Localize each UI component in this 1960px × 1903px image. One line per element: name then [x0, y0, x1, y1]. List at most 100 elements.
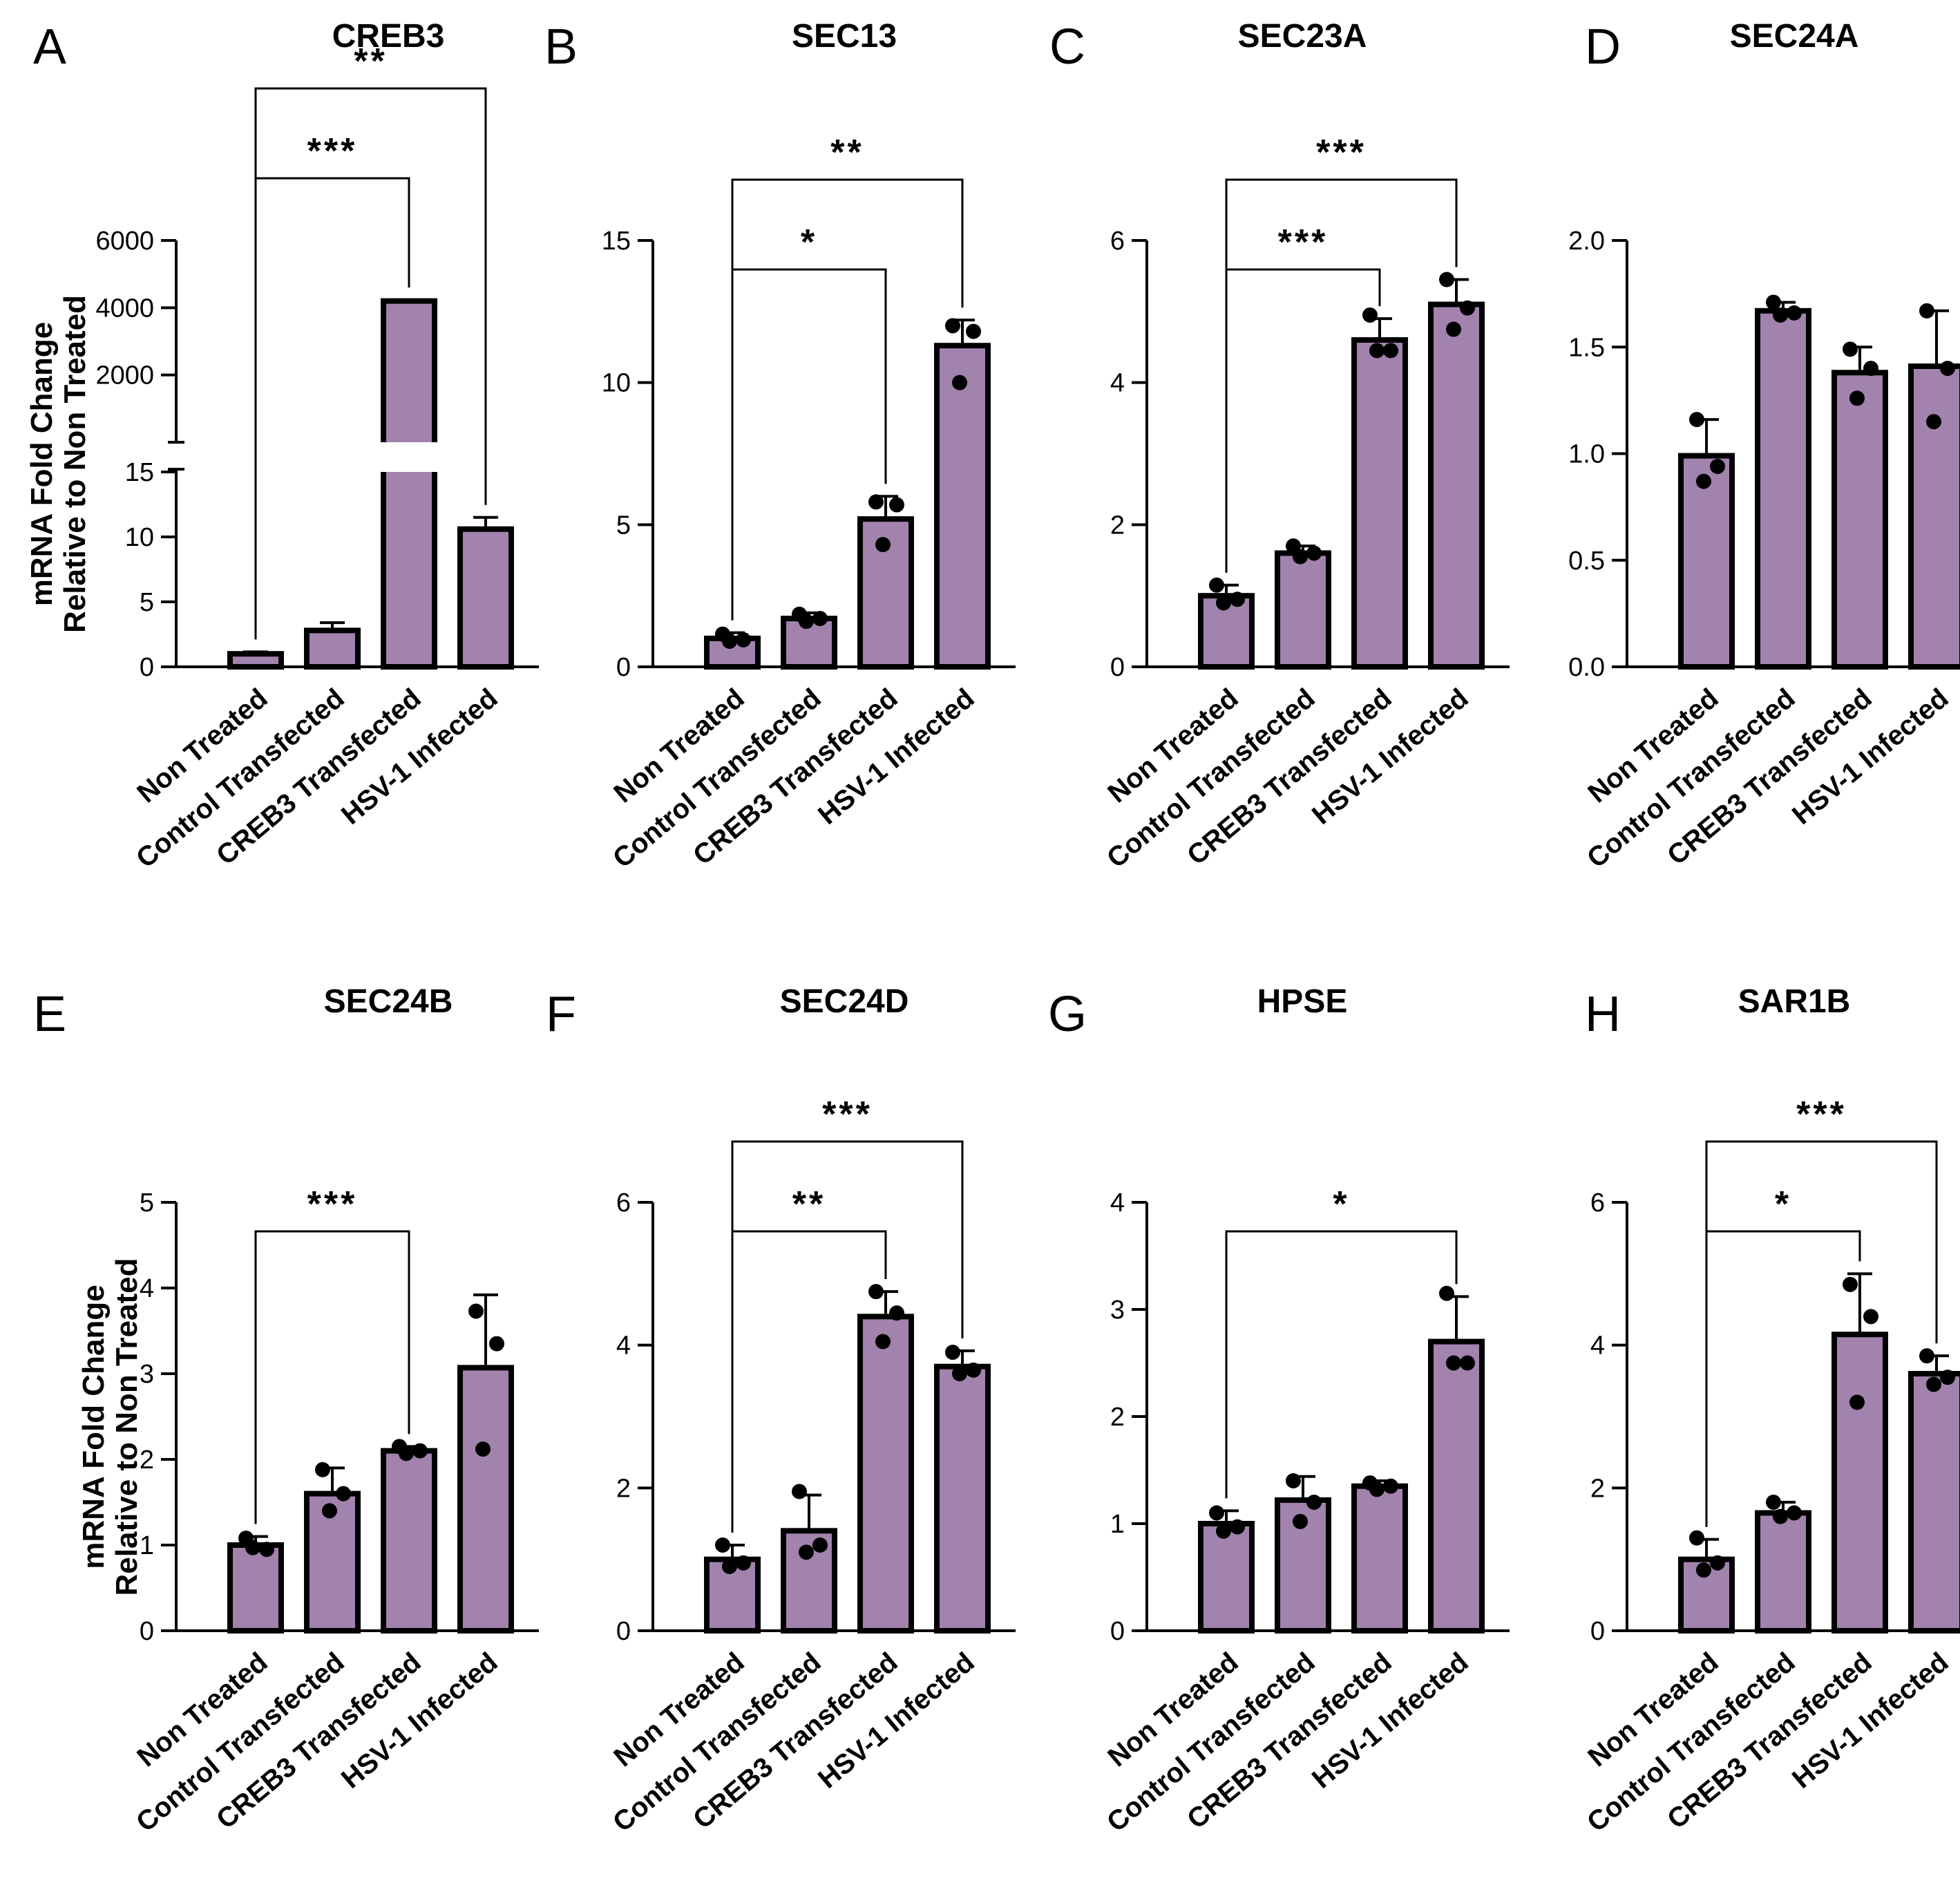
y-tick-label: 0	[140, 1617, 154, 1646]
bar	[1831, 370, 1888, 670]
data-point	[1926, 414, 1941, 430]
y-tick-label: 0	[140, 653, 154, 682]
y-tick-label: 0	[1110, 653, 1125, 682]
significance-bracket	[731, 1140, 964, 1533]
y-tick-label: 4	[140, 1274, 154, 1303]
data-point	[966, 323, 981, 339]
data-point	[1919, 303, 1934, 319]
significance-bracket	[254, 1230, 410, 1524]
data-point	[1773, 307, 1788, 323]
significance-bracket	[1225, 178, 1458, 573]
data-point	[875, 537, 891, 553]
y-tick-label: 6	[1110, 227, 1125, 256]
y-tick-label: 1	[1110, 1510, 1125, 1539]
chart-title: SEC24D	[780, 983, 909, 1020]
data-point	[1849, 390, 1865, 406]
y-tick-label: 2	[1110, 511, 1125, 540]
data-point	[1293, 1513, 1308, 1529]
y-tick-label: 1.0	[1568, 440, 1605, 469]
chart-title: SAR1B	[1738, 983, 1851, 1020]
y-tick-label: 5	[140, 588, 154, 617]
chart-title: SEC24B	[324, 983, 453, 1020]
data-point	[1383, 343, 1398, 359]
significance-label: ***	[1316, 133, 1367, 173]
data-point	[868, 494, 884, 510]
data-point	[1926, 1376, 1941, 1392]
data-point	[945, 318, 960, 334]
data-point	[315, 1461, 330, 1477]
data-point	[1293, 549, 1308, 565]
y-axis-label: Relative to Non Treated	[110, 1258, 144, 1596]
y-tick-label: 0	[616, 1617, 631, 1646]
data-point	[812, 1537, 828, 1553]
bar	[457, 526, 514, 670]
bar	[934, 1363, 991, 1634]
data-point	[722, 633, 737, 649]
y-tick-label: 0.0	[1568, 653, 1605, 682]
data-point	[1446, 321, 1461, 337]
y-tick-label: 2.0	[1568, 227, 1605, 256]
panel-letter: B	[544, 19, 578, 75]
y-tick-label: 5	[140, 1189, 154, 1218]
bar	[1678, 453, 1735, 670]
data-point	[1439, 1285, 1454, 1301]
bar	[227, 651, 284, 670]
significance-label: ***	[307, 1184, 358, 1224]
data-point	[1773, 1508, 1788, 1524]
data-point	[722, 1559, 737, 1574]
y-tick-label: 0	[616, 653, 631, 682]
y-tick-label: 4	[1590, 1332, 1605, 1361]
data-point	[875, 1334, 891, 1350]
y-tick-label: 15	[602, 227, 631, 256]
data-point	[1919, 1348, 1934, 1364]
significance-label: ***	[822, 1095, 873, 1135]
bar	[1831, 1332, 1888, 1634]
y-axis-label: Relative to Non Treated	[58, 295, 92, 633]
y-tick-label: 2	[616, 1474, 631, 1503]
data-point	[336, 1486, 351, 1502]
y-tick-label: 5	[616, 511, 631, 540]
significance-label: *	[1775, 1184, 1791, 1224]
data-point	[1362, 307, 1378, 323]
data-point	[322, 1503, 337, 1519]
y-tick-label: 6	[1590, 1189, 1605, 1218]
data-point	[489, 1336, 504, 1352]
data-point	[1439, 272, 1454, 287]
y-tick-label: 3	[140, 1360, 154, 1389]
data-point	[1216, 595, 1231, 611]
data-point	[945, 1345, 960, 1360]
significance-bracket	[254, 87, 487, 640]
bar	[1908, 363, 1960, 670]
data-point	[736, 1555, 751, 1571]
significance-label: *	[1333, 1184, 1349, 1224]
bar-break-gap	[379, 442, 439, 472]
y-tick-label: 1.5	[1568, 333, 1605, 362]
panel-letter: E	[33, 987, 66, 1042]
data-point	[792, 1484, 807, 1499]
data-point	[715, 1537, 730, 1553]
data-point	[1843, 1276, 1858, 1292]
data-point	[799, 614, 814, 629]
data-point	[1369, 1481, 1385, 1497]
panel-letter: C	[1049, 19, 1085, 75]
data-point	[468, 1303, 484, 1319]
y-tick-label: 2	[1590, 1474, 1605, 1503]
y-tick-label: 4000	[95, 294, 154, 323]
data-point	[1230, 1519, 1245, 1535]
data-point	[1383, 1478, 1398, 1494]
data-point	[868, 1284, 884, 1300]
data-point	[1710, 459, 1725, 475]
y-tick-label: 1	[140, 1531, 154, 1560]
bar	[227, 1542, 284, 1634]
bar	[1351, 337, 1408, 670]
data-point	[1306, 1495, 1322, 1510]
significance-bracket	[1225, 1230, 1458, 1499]
data-point	[1286, 1473, 1301, 1488]
y-tick-label: 15	[125, 458, 154, 487]
y-axis-label: mRNA Fold Change	[25, 322, 59, 606]
bar	[381, 298, 437, 670]
